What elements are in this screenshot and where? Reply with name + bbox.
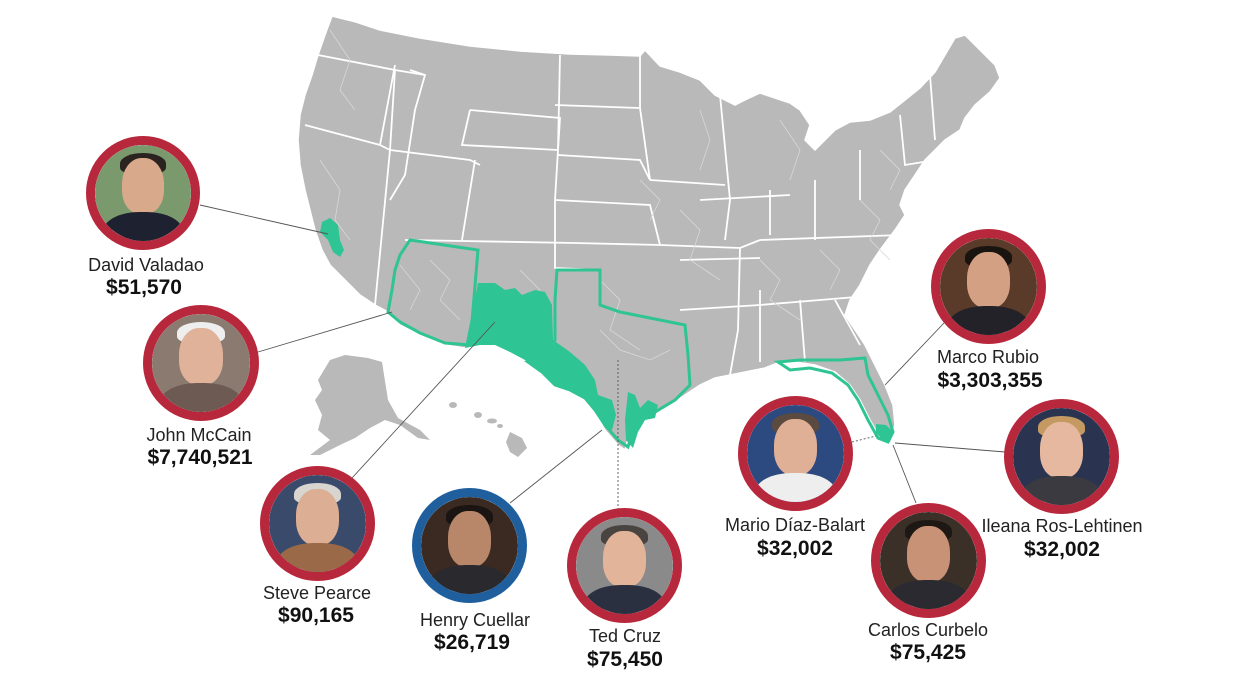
avatar-mccain (143, 305, 259, 421)
politician-amount: $32,002 (1024, 538, 1100, 561)
ros-lehtinen-leader (894, 442, 1006, 453)
avatar-ros-lehtinen (1004, 399, 1119, 514)
politician-name: Henry Cuellar (419, 610, 531, 630)
avatar-diaz-balart (738, 396, 853, 511)
politician-name: Ileana Ros-Lehtinen (981, 516, 1143, 536)
diaz-balart-leader (851, 435, 877, 443)
leader-lines (199, 204, 1006, 510)
politician-name: Marco Rubio (936, 347, 1040, 367)
hawaii (449, 402, 527, 457)
texas-gulf-district-highlight (625, 392, 658, 448)
politician-amount: $7,740,521 (147, 446, 253, 469)
politician-name: David Valadao (88, 255, 204, 275)
avatar-cuellar (412, 488, 527, 603)
us-landmass (297, 15, 1001, 452)
curbelo-leader (892, 444, 917, 504)
florida-outline (773, 356, 895, 444)
mccain-leader (257, 311, 393, 353)
new-mexico-texas-border-highlight (465, 283, 616, 430)
avatar-curbelo (871, 503, 986, 618)
politician-name: John McCain (146, 425, 252, 445)
alaska (310, 355, 430, 455)
pearce-leader (351, 321, 496, 479)
valadao-leader (199, 204, 329, 235)
politician-amount: $75,450 (587, 648, 663, 671)
politician-name: Carlos Curbelo (867, 620, 989, 640)
politician-amount: $3,303,355 (937, 369, 1043, 392)
politician-amount: $90,165 (278, 604, 354, 627)
avatar-pearce (260, 466, 375, 581)
politician-amount: $75,425 (890, 641, 966, 664)
south-florida-district-highlight (876, 424, 893, 442)
politician-amount: $32,002 (757, 537, 833, 560)
politician-name: Ted Cruz (588, 626, 662, 646)
rubio-leader (884, 322, 945, 386)
politician-amount: $51,570 (106, 276, 182, 299)
avatar-valadao (86, 136, 200, 250)
politician-name: Steve Pearce (262, 583, 372, 603)
california-district-highlight (320, 218, 344, 257)
politician-amount: $26,719 (434, 631, 510, 654)
avatar-rubio (931, 229, 1046, 344)
cuellar-leader (509, 429, 603, 504)
politician-name: Mario Díaz-Balart (724, 515, 866, 535)
avatar-cruz (567, 508, 682, 623)
state-borders (304, 54, 936, 376)
district-borders (319, 29, 901, 361)
